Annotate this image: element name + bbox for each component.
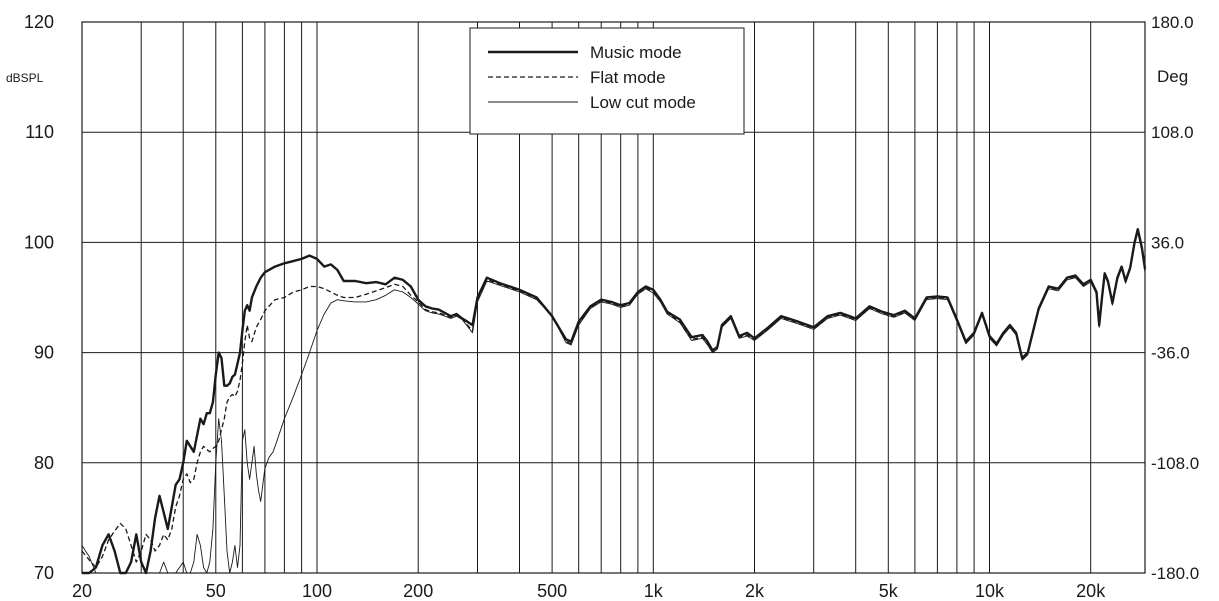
- y2-tick-label: -108.0: [1151, 454, 1199, 473]
- legend-label: Low cut mode: [590, 93, 696, 112]
- x-tick-label: 200: [403, 581, 433, 601]
- y-axis-label: dBSPL: [6, 71, 44, 85]
- legend-label: Music mode: [590, 43, 682, 62]
- y-tick-label: 70: [34, 563, 54, 583]
- axes: 20 50 100 200 500 1k 2k 5k 10k 20k 70 80 90 100 110 120…: [6, 12, 1199, 601]
- y-tick-label: 120: [24, 12, 54, 32]
- y-tick-label: 100: [24, 232, 54, 252]
- y2-tick-label: 36.0: [1151, 233, 1184, 252]
- y2-tick-label: -180.0: [1151, 564, 1199, 583]
- x-tick-label: 100: [302, 581, 332, 601]
- y2-tick-label: -36.0: [1151, 344, 1190, 363]
- x-tick-label: 5k: [879, 581, 899, 601]
- y2-axis-label: Deg: [1157, 67, 1188, 86]
- x-tick-label: 50: [206, 581, 226, 601]
- x-tick-label: 500: [537, 581, 567, 601]
- x-tick-label: 10k: [975, 581, 1005, 601]
- series-layer: [81, 228, 1147, 575]
- x-tick-label: 20: [72, 581, 92, 601]
- x-tick-label: 2k: [745, 581, 765, 601]
- legend-box: [469, 27, 745, 135]
- y2-tick-label: 180.0: [1151, 13, 1194, 32]
- legend-label: Flat mode: [590, 68, 666, 87]
- y-tick-label: 110: [25, 122, 54, 142]
- plot-frame: [81, 21, 1146, 574]
- series-line-music-mode: [82, 228, 1147, 575]
- x-tick-label: 20k: [1076, 581, 1106, 601]
- y-tick-label: 80: [34, 453, 54, 473]
- x-tick-label: 1k: [644, 581, 664, 601]
- y-tick-label: 90: [34, 343, 54, 363]
- y2-tick-label: 108.0: [1151, 123, 1194, 142]
- legend: Music mode Flat mode Low cut mode: [469, 27, 745, 135]
